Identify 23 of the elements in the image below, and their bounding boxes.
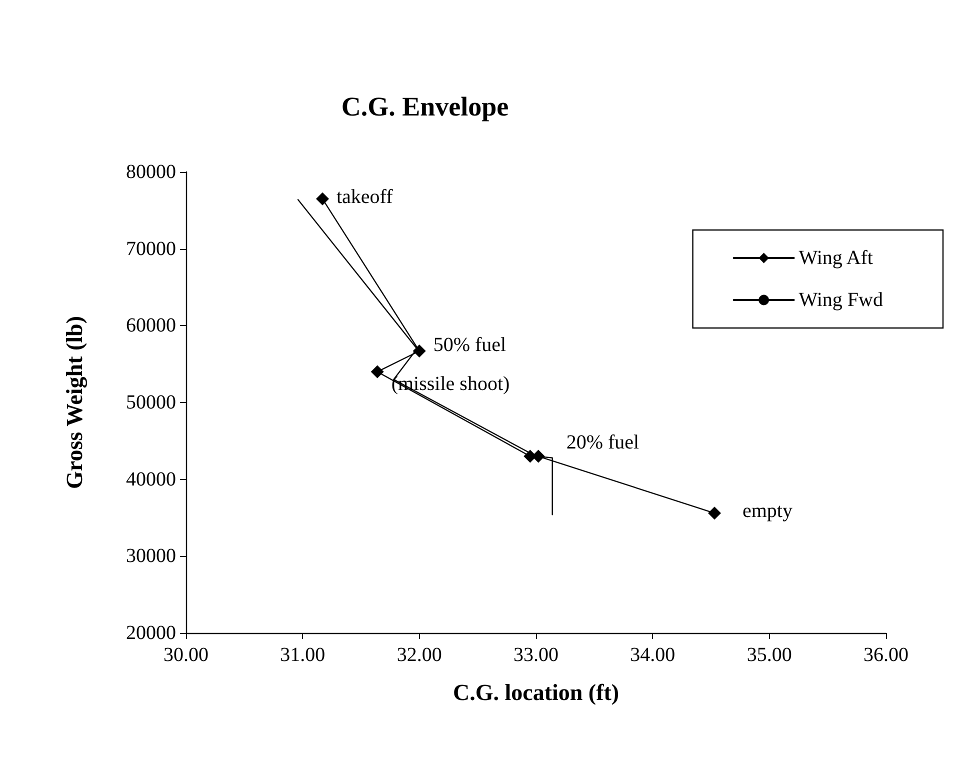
x-tick-label: 31.00 [280, 644, 326, 666]
annotation: 50% fuel [433, 334, 507, 356]
x-tick-label: 32.00 [396, 644, 442, 666]
y-tick-label: 60000 [126, 314, 176, 337]
y-tick-label: 80000 [126, 161, 176, 183]
y-tick-label: 20000 [126, 622, 176, 644]
x-tick-label: 30.00 [164, 644, 208, 666]
legend-label: Wing Aft [798, 247, 874, 269]
x-tick-label: 33.00 [514, 644, 558, 666]
legend-label: Wing Fwd [798, 289, 884, 311]
x-tick-label: 36.00 [864, 644, 908, 666]
y-tick-label: 70000 [126, 238, 176, 260]
x-tick-label: 34.00 [630, 644, 676, 666]
annotation: empty [742, 500, 792, 522]
y-tick-label: 50000 [126, 392, 176, 414]
y-tick-label: 30000 [126, 545, 176, 568]
x-axis-title: C.G. location (ft) [452, 680, 620, 705]
annotation: takeoff [336, 186, 394, 208]
y-axis-title: Gross Weight (lb) [62, 316, 88, 489]
x-tick-label: 35.00 [746, 644, 792, 666]
chart-title: C.G. Envelope [341, 92, 509, 122]
y-tick-label: 40000 [126, 468, 176, 490]
annotation: 20% fuel [566, 431, 640, 454]
